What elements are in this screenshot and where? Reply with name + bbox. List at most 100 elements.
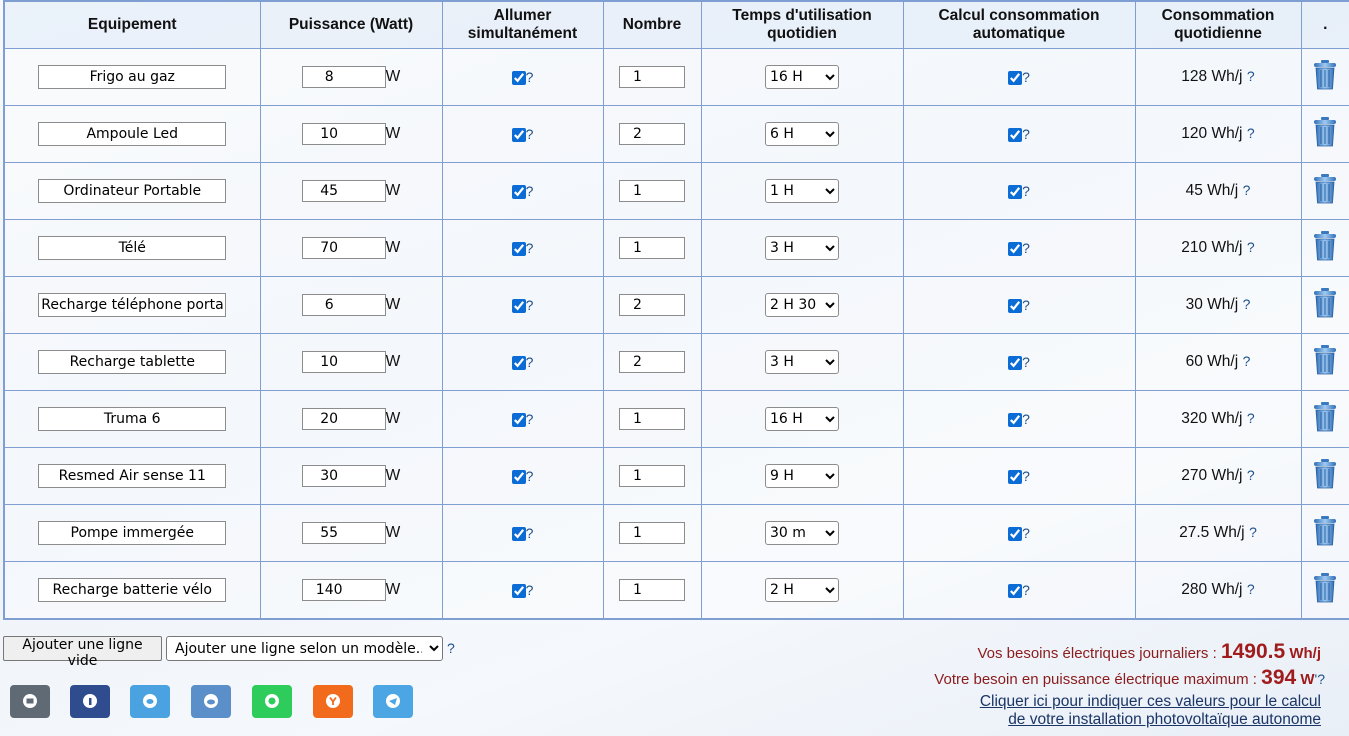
simultaneous-checkbox[interactable] (511, 184, 526, 199)
delete-button[interactable] (1313, 573, 1337, 608)
equipment-name-input[interactable] (38, 578, 227, 602)
help-mark[interactable]: ? (1022, 296, 1030, 313)
simultaneous-checkbox[interactable] (511, 469, 526, 484)
simultaneous-checkbox[interactable] (511, 526, 526, 541)
email-share[interactable] (10, 685, 50, 718)
time-select[interactable]: 3 H (765, 236, 839, 260)
auto-checkbox[interactable] (1008, 526, 1023, 541)
power-input[interactable] (301, 123, 386, 145)
facebook-share[interactable] (70, 685, 110, 718)
help-mark[interactable]: ? (525, 410, 534, 427)
time-select[interactable]: 1 H (765, 179, 839, 203)
power-input[interactable] (301, 351, 386, 373)
auto-checkbox[interactable] (1008, 355, 1023, 370)
simultaneous-checkbox[interactable] (511, 241, 526, 256)
help-mark[interactable]: ? (1022, 467, 1030, 484)
help-mark[interactable]: ? (525, 581, 534, 598)
simultaneous-checkbox[interactable] (511, 127, 526, 142)
help-mark[interactable]: ? (447, 640, 455, 656)
time-select[interactable]: 6 H (765, 122, 839, 146)
delete-button[interactable] (1313, 231, 1337, 266)
power-input[interactable] (301, 465, 386, 487)
count-input[interactable] (619, 237, 685, 259)
power-input[interactable] (301, 408, 386, 430)
help-mark[interactable]: ? (1022, 68, 1030, 85)
count-input[interactable] (619, 294, 685, 316)
auto-checkbox[interactable] (1008, 184, 1023, 199)
help-mark[interactable]: ? (525, 353, 534, 370)
simultaneous-checkbox[interactable] (511, 298, 526, 313)
add-model-select[interactable]: Ajouter une ligne selon un modèle... (166, 636, 443, 661)
count-input[interactable] (619, 66, 685, 88)
max-help[interactable]: '? (1314, 671, 1325, 687)
power-input[interactable] (301, 66, 386, 88)
time-select[interactable]: 2 H (765, 578, 839, 602)
help-mark[interactable]: ? (1022, 581, 1030, 598)
count-input[interactable] (619, 408, 685, 430)
time-select[interactable]: 9 H (765, 464, 839, 488)
add-empty-button[interactable]: Ajouter une ligne vide (3, 636, 162, 669)
power-input[interactable] (301, 579, 386, 601)
auto-checkbox[interactable] (1008, 469, 1023, 484)
delete-button[interactable] (1313, 60, 1337, 95)
auto-checkbox[interactable] (1008, 298, 1023, 313)
simultaneous-checkbox[interactable] (511, 583, 526, 598)
help-mark[interactable]: ? (1246, 68, 1255, 84)
simultaneous-checkbox[interactable] (511, 355, 526, 370)
count-input[interactable] (619, 522, 685, 544)
count-input[interactable] (619, 465, 685, 487)
reddit-share[interactable] (191, 685, 231, 718)
help-mark[interactable]: ? (1022, 524, 1030, 541)
simultaneous-checkbox[interactable] (511, 412, 526, 427)
equipment-name-input[interactable] (38, 521, 227, 545)
time-select[interactable]: 30 m (765, 521, 839, 545)
delete-button[interactable] (1313, 402, 1337, 437)
equipment-name-input[interactable] (38, 350, 227, 374)
hackernews-share[interactable] (313, 685, 353, 718)
help-mark[interactable]: ? (1242, 353, 1251, 369)
help-mark[interactable]: ? (1022, 125, 1030, 142)
equipment-name-input[interactable] (38, 65, 227, 89)
delete-button[interactable] (1313, 117, 1337, 152)
count-input[interactable] (619, 351, 685, 373)
help-mark[interactable]: ? (525, 125, 534, 142)
help-mark[interactable]: ? (1022, 353, 1030, 370)
delete-button[interactable] (1313, 516, 1337, 551)
help-mark[interactable]: ? (1246, 467, 1255, 483)
equipment-name-input[interactable] (38, 293, 227, 317)
auto-checkbox[interactable] (1008, 412, 1023, 427)
delete-button[interactable] (1313, 174, 1337, 209)
auto-checkbox[interactable] (1008, 583, 1023, 598)
auto-checkbox[interactable] (1008, 241, 1023, 256)
equipment-name-input[interactable] (38, 236, 227, 260)
pv-link[interactable]: Cliquer ici pour indiquer ces valeurs po… (980, 693, 1321, 729)
delete-button[interactable] (1313, 288, 1337, 323)
auto-checkbox[interactable] (1008, 127, 1023, 142)
help-mark[interactable]: ? (1246, 410, 1255, 426)
whatsapp-share[interactable] (252, 685, 292, 718)
delete-button[interactable] (1313, 345, 1337, 380)
help-mark[interactable]: ? (525, 239, 534, 256)
time-select[interactable]: 2 H 30 (765, 293, 839, 317)
help-mark[interactable]: ? (1242, 182, 1251, 198)
count-input[interactable] (619, 180, 685, 202)
simultaneous-checkbox[interactable] (511, 70, 526, 85)
time-select[interactable]: 3 H (765, 350, 839, 374)
time-select[interactable]: 16 H (765, 407, 839, 431)
help-mark[interactable]: ? (1242, 296, 1251, 312)
help-mark[interactable]: ? (525, 467, 534, 484)
help-mark[interactable]: ? (1022, 239, 1030, 256)
twitter-share[interactable] (130, 685, 170, 718)
power-input[interactable] (301, 237, 386, 259)
equipment-name-input[interactable] (38, 179, 227, 203)
help-mark[interactable]: ? (1246, 239, 1255, 255)
equipment-name-input[interactable] (38, 464, 227, 488)
count-input[interactable] (619, 579, 685, 601)
power-input[interactable] (301, 522, 386, 544)
help-mark[interactable]: ? (1246, 125, 1255, 141)
help-mark[interactable]: ? (525, 524, 534, 541)
power-input[interactable] (301, 294, 386, 316)
help-mark[interactable]: ? (525, 296, 534, 313)
equipment-name-input[interactable] (38, 122, 227, 146)
help-mark[interactable]: ? (525, 68, 534, 85)
